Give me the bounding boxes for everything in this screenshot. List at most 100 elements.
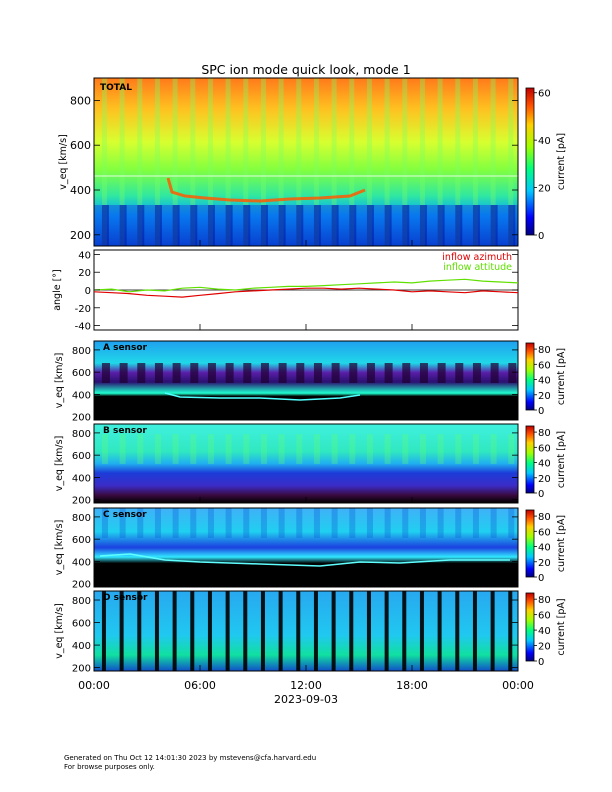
spin-stripe (119, 591, 124, 671)
spin-stripe (190, 205, 198, 246)
colorbar-tick-label: 40 (538, 626, 551, 637)
spin-stripe (260, 508, 267, 538)
y-axis-label: v_eq [km/s] (54, 603, 65, 659)
heatmap-sensor (94, 341, 518, 420)
colorbar-tick-label: 40 (538, 376, 551, 387)
spin-stripe (419, 363, 428, 383)
spin-stripe (384, 434, 391, 464)
spin-stripe (490, 205, 498, 246)
colorbar-tick-label: 60 (538, 89, 551, 100)
spin-stripe (490, 591, 495, 671)
spin-stripe (402, 434, 409, 464)
spin-stripe (296, 591, 301, 671)
x-tick-label: 00:00 (78, 679, 110, 692)
spin-stripe (278, 508, 285, 538)
spin-stripe (296, 363, 305, 383)
spin-stripe (243, 434, 250, 464)
panel-a-sensor: A sensor 200 400 600 800 v_eq [km/s] 0 20 40 60 80… (54, 340, 567, 424)
series-line-azimuth (93, 287, 519, 298)
spin-stripe (366, 363, 375, 383)
spin-stripe (313, 508, 320, 538)
spin-stripe (437, 78, 443, 246)
spin-stripe (402, 363, 411, 383)
spin-stripe (349, 591, 354, 671)
colorbar (525, 342, 535, 411)
y-tick-label: 800 (72, 513, 91, 524)
colorbar-tick-label: 80 (538, 428, 551, 439)
spin-stripe (384, 508, 391, 538)
y-tick-label: 400 (72, 473, 91, 484)
spin-stripe (472, 78, 478, 246)
colorbar-tick-label: 20 (538, 184, 551, 195)
spin-stripe (402, 205, 410, 246)
panel-c-sensor: C sensor 200 400 600 800 v_eq [km/s] 0 20 40 60 80… (54, 507, 567, 591)
spin-stripe (190, 78, 196, 246)
y-tick-label: 0 (85, 286, 91, 297)
spin-stripe (260, 205, 268, 246)
x-tick-label: 00:00 (502, 679, 534, 692)
spin-stripe (154, 205, 162, 246)
spin-stripe (278, 78, 284, 246)
spin-stripe (331, 363, 340, 383)
x-date-label: 2023-09-03 (274, 693, 338, 706)
spin-stripe (437, 205, 445, 246)
colorbar-tick-label: 80 (538, 595, 551, 606)
colorbar-label: current [pA] (556, 133, 567, 190)
spin-stripe (331, 205, 339, 246)
spin-stripe (366, 434, 373, 464)
beam-trace (164, 392, 361, 401)
colorbar-tick-label: 20 (538, 558, 551, 569)
spin-stripe (296, 434, 303, 464)
colorbar (525, 592, 535, 662)
spin-stripe (154, 434, 161, 464)
spin-stripe (260, 78, 266, 246)
spin-stripe (137, 591, 142, 671)
colorbar-tick-label: 60 (538, 611, 551, 622)
spin-stripe (437, 508, 444, 538)
y-tick-label: 40 (78, 250, 91, 261)
y-tick-label: 800 (72, 429, 91, 440)
spin-stripe (455, 508, 462, 538)
colorbar-tick-label: 0 (538, 573, 544, 584)
y-tick-label: -20 (75, 304, 91, 315)
spin-stripe (172, 78, 178, 246)
y-tick-label: 800 (72, 346, 91, 357)
spin-stripe (260, 434, 267, 464)
spin-stripe (260, 363, 269, 383)
spin-stripe (190, 434, 197, 464)
spin-stripe (331, 591, 336, 671)
spin-stripe (190, 363, 199, 383)
spin-stripe (455, 205, 463, 246)
legend-entry: inflow azimuth (442, 252, 512, 263)
y-tick-label: -40 (75, 322, 91, 333)
spin-stripe (472, 205, 480, 246)
series-line-attitude (93, 278, 519, 293)
spin-stripe (225, 591, 230, 671)
spin-stripe (296, 78, 302, 246)
spin-stripe (137, 508, 144, 538)
spin-stripe (296, 205, 304, 246)
colorbar-tick-label: 40 (538, 543, 551, 554)
spin-stripe (225, 78, 231, 246)
spin-stripe (101, 205, 109, 246)
colorbar-label: current [pA] (556, 431, 567, 488)
footer-line-1: Generated on Thu Oct 12 14:01:30 2023 by… (64, 754, 317, 762)
spin-stripe (190, 591, 195, 671)
spin-stripe (472, 591, 477, 671)
spin-stripe (243, 363, 252, 383)
spin-stripe (278, 205, 286, 246)
x-tick-label: 06:00 (184, 679, 216, 692)
spin-stripe (508, 363, 517, 383)
legend-entry: inflow attitude (443, 262, 512, 273)
y-tick-label: 200 (72, 496, 91, 507)
spin-stripe (260, 591, 265, 671)
x-tick-label: 18:00 (396, 679, 428, 692)
heatmap-sensor (94, 508, 518, 587)
spin-stripe (508, 434, 515, 464)
low-velocity-band (94, 205, 518, 246)
spin-stripe (172, 508, 179, 538)
y-tick-label: 600 (70, 139, 91, 152)
y-tick-label: 600 (72, 451, 91, 462)
y-tick-label: 600 (72, 619, 91, 630)
colorbar-label: current [pA] (556, 348, 567, 405)
